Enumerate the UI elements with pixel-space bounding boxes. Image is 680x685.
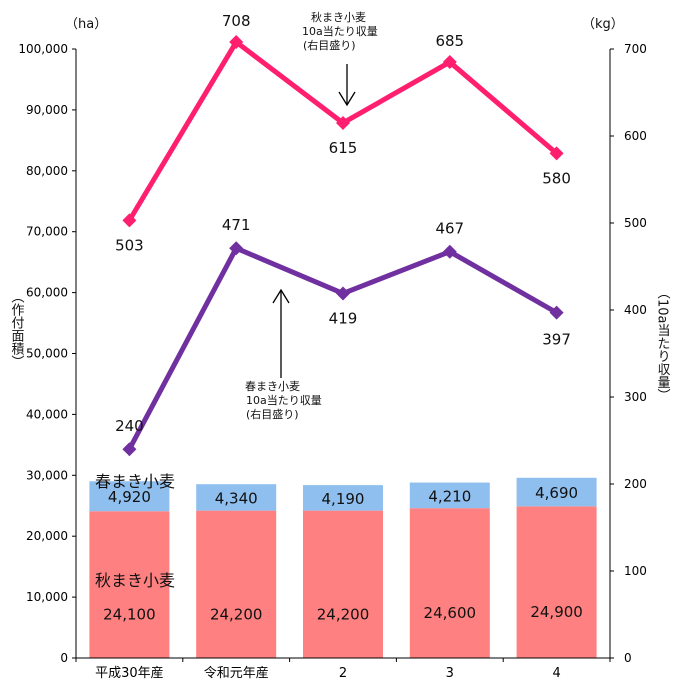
line-1-point-4: [549, 305, 564, 320]
line-0-point-4: [549, 146, 564, 161]
annotation-spring-yield: 春まき小麦 10a当たり収量 (右目盛り): [245, 288, 322, 421]
bars-layer: 24,100 4,920 24,200 4,340 24,200 4,190 24,600 4…: [89, 477, 597, 658]
left-tick-label-9: 90,000: [26, 103, 68, 117]
bar-spring-1: [196, 484, 277, 511]
line-1-label-3: 467: [435, 220, 464, 238]
bar-autumn-label-2: 24,200: [317, 605, 370, 623]
bar-autumn-4: [516, 506, 597, 658]
bar-spring-4: [516, 477, 597, 507]
bar-spring-2: [303, 485, 383, 511]
bar-spring-label-1: 4,340: [215, 489, 258, 507]
left-tick-label-6: 60,000: [26, 286, 68, 300]
bar-autumn-0: [89, 511, 170, 658]
annotation-spring-line-3: (右目盛り): [246, 407, 299, 421]
bar-autumn-label-1: 24,200: [210, 605, 263, 623]
bar-autumn-2: [303, 510, 383, 658]
left-tick-label-7: 70,000: [26, 225, 68, 239]
right-tick-label-4: 400: [624, 303, 647, 317]
line-0-point-2: [336, 115, 350, 130]
left-tick-label-2: 20,000: [26, 529, 68, 543]
line-0-label-3: 685: [435, 32, 464, 50]
x-category-label-3: 3: [446, 666, 454, 681]
annotation-spring-line-1: 春まき小麦: [245, 380, 300, 393]
bar-autumn-3: [409, 508, 490, 658]
line-0-point-1: [229, 35, 244, 50]
bar-spring-label-2: 4,190: [322, 490, 365, 508]
x-category-label-1: 令和元年産: [204, 665, 269, 681]
line-1-point-3: [442, 244, 457, 259]
line-0-label-1: 708: [222, 12, 251, 30]
right-tick-label-0: 0: [624, 651, 632, 665]
right-axis-title: （10a当たり収量）: [655, 286, 671, 402]
annotation-autumn-yield: 秋まき小麦 10a当たり収量 (右目盛り): [302, 10, 378, 107]
left-tick-label-0: 0: [60, 651, 68, 665]
right-tick-label-3: 300: [624, 390, 647, 404]
line-1-point-0: [122, 442, 137, 457]
line-1-label-1: 471: [222, 216, 251, 234]
annotation-spring-line-2: 10a当たり収量: [246, 393, 322, 407]
left-axis-unit: （ha）: [65, 17, 107, 32]
bar-autumn-label-0: 24,100: [103, 606, 156, 624]
line-1-point-2: [336, 286, 350, 301]
line-series-1: [127, 245, 558, 451]
x-category-label-4: 4: [552, 666, 560, 681]
line-series-0: [127, 39, 559, 222]
autumn-wheat-series-label: 秋まき小麦: [95, 571, 175, 590]
right-tick-label-7: 700: [624, 42, 647, 56]
lines-layer: 503 708 615 685 580 240 471 419 467 397: [115, 12, 571, 457]
line-0-label-2: 615: [329, 139, 358, 157]
bar-autumn-label-4: 24,900: [530, 603, 583, 621]
bar-autumn-label-3: 24,600: [424, 604, 477, 622]
x-category-label-0: 平成30年産: [95, 665, 164, 681]
bar-spring-0: [89, 481, 170, 512]
bar-spring-label-4: 4,690: [535, 484, 578, 502]
right-tick-label-6: 600: [624, 129, 647, 143]
line-0-point-0: [122, 213, 137, 228]
bar-spring-label-3: 4,210: [428, 487, 471, 505]
left-tick-label-3: 30,000: [26, 468, 68, 482]
annotation-autumn-line-3: (右目盛り): [303, 38, 356, 52]
left-tick-label-5: 50,000: [26, 347, 68, 361]
line-0-point-3: [442, 55, 457, 70]
left-tick-label-1: 10,000: [26, 590, 68, 604]
right-tick-label-5: 500: [624, 216, 647, 230]
line-1-label-4: 397: [542, 331, 571, 349]
bar-autumn-1: [196, 510, 277, 658]
line-0-label-0: 503: [115, 236, 144, 254]
left-tick-label-8: 80,000: [26, 164, 68, 178]
left-axis-title: （作付面積）: [9, 290, 25, 368]
annotation-autumn-line-1: 秋まき小麦: [311, 10, 366, 24]
axes-layer: 0 10,000 20,000 30,000 40,000 50,000 60,000 70,…: [18, 42, 647, 681]
line-1-label-0: 240: [115, 417, 144, 435]
annotation-autumn-arrow-head: [338, 91, 356, 107]
bar-spring-label-0: 4,920: [108, 488, 151, 506]
annotation-spring-arrow-head: [272, 288, 290, 304]
line-1-label-2: 419: [329, 309, 358, 327]
right-axis-unit: （kg）: [582, 17, 624, 32]
x-category-label-2: 2: [339, 666, 347, 681]
right-tick-label-1: 100: [624, 564, 647, 578]
left-tick-label-4: 40,000: [26, 407, 68, 421]
left-tick-label-10: 100,000: [18, 42, 68, 56]
line-1-point-1: [229, 241, 244, 256]
bar-spring-3: [409, 482, 490, 509]
spring-wheat-series-label: 春まき小麦: [95, 472, 175, 491]
annotation-autumn-line-2: 10a当たり収量: [302, 24, 378, 38]
right-tick-label-2: 200: [624, 477, 647, 491]
line-0-label-4: 580: [542, 169, 571, 187]
